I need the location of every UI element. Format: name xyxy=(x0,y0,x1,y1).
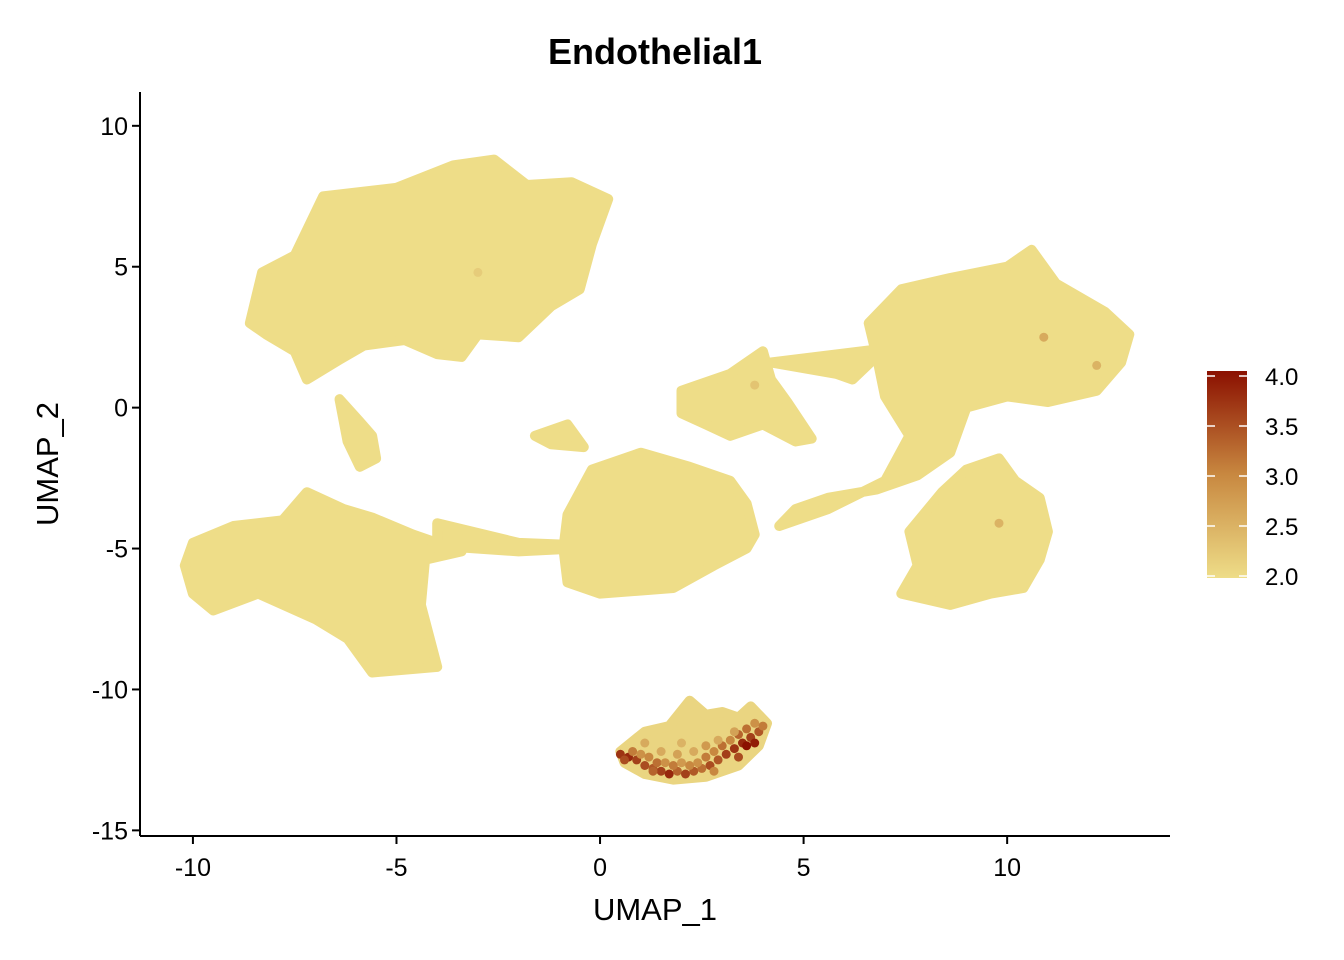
cell-point xyxy=(620,755,629,765)
x-tick-label: 10 xyxy=(993,854,1021,882)
cell-point xyxy=(644,752,654,762)
chart-title: Endothelial1 xyxy=(548,31,762,72)
color-bar xyxy=(1207,371,1247,578)
cell-point xyxy=(742,741,752,751)
y-tick-label: -5 xyxy=(106,536,128,564)
legend-tick-label: 3.5 xyxy=(1265,414,1298,441)
x-tick-label: 5 xyxy=(797,854,811,882)
cell-point xyxy=(689,747,699,756)
cell-point xyxy=(713,735,723,745)
cell-point xyxy=(709,747,719,756)
cell-point xyxy=(725,735,735,745)
color-legend: 2.0 2.5 3.0 3.5 4.0 xyxy=(1207,364,1298,591)
cell-cluster xyxy=(766,343,890,385)
cell-point xyxy=(672,749,682,759)
cell-point xyxy=(693,758,703,768)
cell-cluster xyxy=(774,244,1135,531)
color-legend-ticks: 2.0 2.5 3.0 3.5 4.0 xyxy=(1207,364,1298,591)
cell-point xyxy=(701,752,711,762)
cell-point xyxy=(721,749,731,759)
cell-point xyxy=(750,738,760,748)
cell-point xyxy=(648,766,658,776)
legend-tick-label: 4.0 xyxy=(1265,364,1298,391)
cell-point xyxy=(742,724,752,734)
y-tick-label: 0 xyxy=(114,395,128,423)
cell-point xyxy=(994,518,1004,528)
cell-cluster xyxy=(179,487,467,678)
cell-point xyxy=(473,267,483,277)
cell-cluster xyxy=(334,394,382,472)
cell-point xyxy=(668,761,678,770)
cell-point xyxy=(640,738,650,748)
cell-point xyxy=(636,749,646,759)
cell-point xyxy=(681,769,690,779)
legend-tick-label: 2.0 xyxy=(1265,564,1298,591)
x-tick-label: 0 xyxy=(593,854,607,882)
cell-cluster xyxy=(896,453,1053,610)
cell-cluster xyxy=(676,346,817,447)
cell-point xyxy=(656,747,666,756)
cell-point xyxy=(713,755,723,765)
y-tick-label: -15 xyxy=(92,817,128,845)
y-tick-label: 10 xyxy=(100,113,128,141)
y-axis-label: UMAP_2 xyxy=(30,402,65,526)
cell-point xyxy=(1039,332,1049,342)
cell-cluster xyxy=(529,419,589,453)
x-tick-label: -10 xyxy=(175,854,211,882)
cell-point xyxy=(640,761,650,770)
legend-tick-label: 3.0 xyxy=(1265,464,1298,491)
y-tick-label: -10 xyxy=(92,676,128,704)
cell-point xyxy=(685,761,695,770)
legend-tick-label: 2.5 xyxy=(1265,514,1298,541)
cell-point xyxy=(758,721,768,731)
x-tick-label: -5 xyxy=(385,854,407,882)
x-axis-label: UMAP_1 xyxy=(593,892,717,927)
cell-point xyxy=(701,741,711,751)
cell-point xyxy=(750,380,760,390)
cell-point xyxy=(652,758,662,768)
cell-cluster xyxy=(244,154,614,385)
cell-point xyxy=(729,744,739,754)
cell-point xyxy=(709,766,719,776)
cell-point xyxy=(1092,360,1102,370)
cell-point xyxy=(664,769,674,779)
plot-area xyxy=(179,154,1135,785)
x-axis-ticks: -10 -5 0 5 10 xyxy=(175,836,1021,882)
cell-point xyxy=(628,747,638,756)
y-tick-label: 5 xyxy=(114,254,128,282)
cell-point xyxy=(677,758,686,768)
cell-point xyxy=(734,752,743,762)
y-axis-ticks: -15 -10 -5 0 5 10 xyxy=(92,113,140,845)
cell-point xyxy=(660,758,670,768)
cell-point xyxy=(656,766,666,776)
cell-point xyxy=(677,738,686,748)
cell-point xyxy=(729,727,739,737)
cell-cluster xyxy=(558,447,760,599)
cell-point xyxy=(750,718,760,728)
